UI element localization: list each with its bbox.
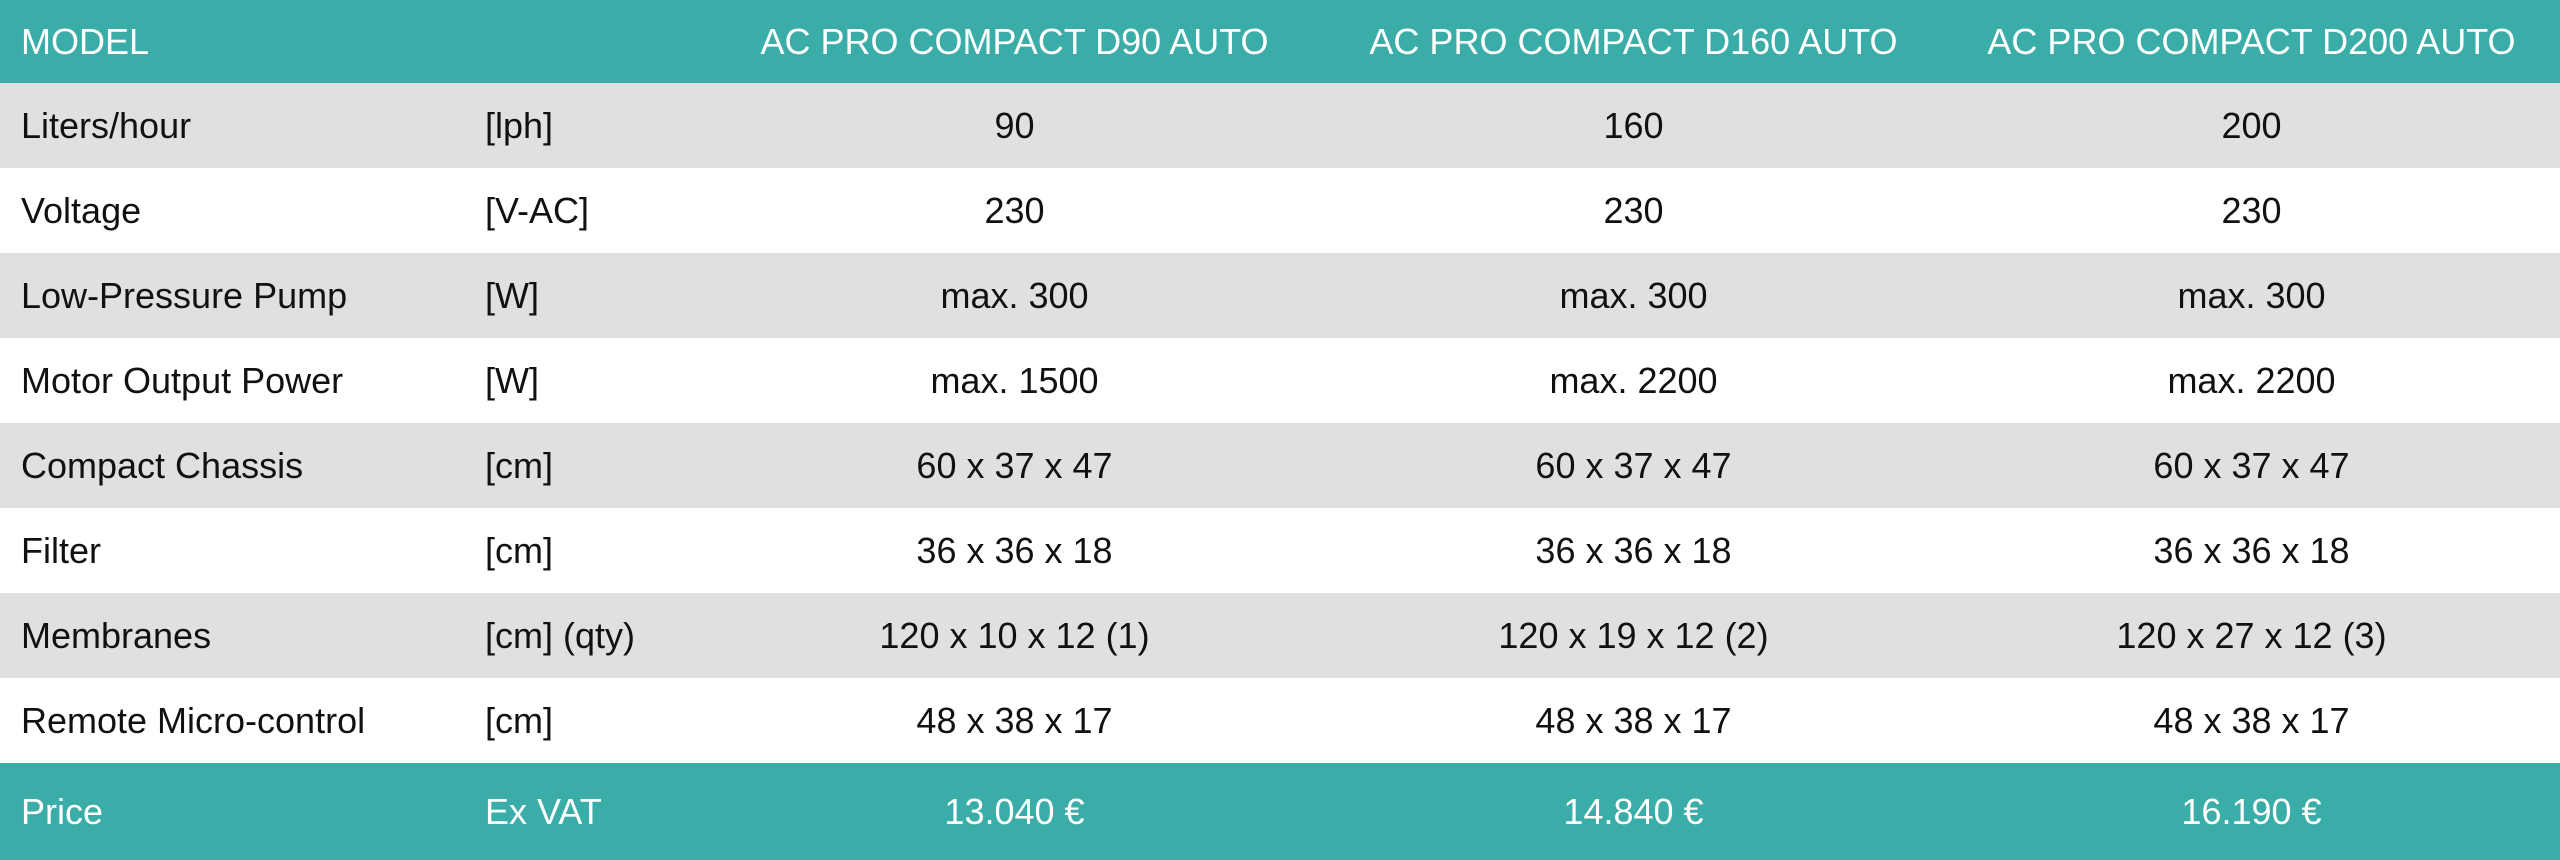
table-row: Low-Pressure Pump [W] max. 300 max. 300 max.…	[0, 253, 2560, 338]
table-cell: Membranes	[21, 614, 212, 656]
header-cell: AC PRO COMPACT D160 AUTO	[1369, 20, 1898, 62]
table-cell: 60 x 37 x 47	[916, 444, 1113, 486]
table-row: Filter [cm] 36 x 36 x 18 36 x 36 x 18 36 x 3…	[0, 508, 2560, 593]
table-cell: Remote Micro-control	[21, 699, 366, 741]
header-cell: MODEL	[21, 20, 150, 62]
header-cell: AC PRO COMPACT D200 AUTO	[1987, 20, 2516, 62]
table-cell: max. 300	[1559, 274, 1708, 316]
price-cell: Ex VAT	[485, 790, 602, 832]
table-cell: 48 x 38 x 17	[916, 699, 1113, 741]
table-cell: [W]	[485, 274, 539, 316]
table-cell: Voltage	[21, 189, 142, 231]
table-cell: [cm]	[485, 699, 553, 741]
price-cell: 16.190 €	[2181, 790, 2322, 832]
table-cell: max. 300	[940, 274, 1089, 316]
table-cell: 120 x 10 x 12 (1)	[879, 614, 1150, 656]
table-cell: 230	[1603, 189, 1664, 231]
table-cell: [cm]	[485, 529, 553, 571]
table-cell: [V-AC]	[485, 189, 590, 231]
table-cell: 230	[2221, 189, 2282, 231]
table-cell: [lph]	[485, 104, 554, 146]
table-cell: 48 x 38 x 17	[2153, 699, 2350, 741]
table-row: Remote Micro-control [cm] 48 x 38 x 17 48 x…	[0, 678, 2560, 763]
table-cell: 48 x 38 x 17	[1535, 699, 1732, 741]
table-row: Motor Output Power [W] max. 1500 max. 2200 m…	[0, 338, 2560, 423]
table-cell: 36 x 36 x 18	[2153, 529, 2350, 571]
table-cell: [W]	[485, 359, 539, 401]
table-cell: Compact Chassis	[21, 444, 304, 486]
table-cell: 60 x 37 x 47	[2153, 444, 2350, 486]
table-cell: 230	[984, 189, 1045, 231]
table-row: Compact Chassis [cm] 60 x 37 x 47 60 x 37 x…	[0, 423, 2560, 508]
table-row: Price Ex VAT 13.040 € 14.840 € 16.190 €	[0, 763, 2560, 860]
table-cell: [cm]	[485, 444, 553, 486]
table-cell: 36 x 36 x 18	[916, 529, 1113, 571]
table-cell: 60 x 37 x 47	[1535, 444, 1732, 486]
table-cell: max. 1500	[930, 359, 1099, 401]
table-cell: max. 300	[2177, 274, 2326, 316]
table-row: MODEL AC PRO COMPACT D90 AUTO AC PRO COMPA…	[0, 0, 2560, 83]
table-cell: max. 2200	[2167, 359, 2336, 401]
table-cell: Low-Pressure Pump	[21, 274, 348, 316]
price-cell: 14.840 €	[1563, 790, 1704, 832]
price-cell: 13.040 €	[944, 790, 1085, 832]
table-row: Membranes [cm] (qty) 120 x 10 x 12 (1) 120 …	[0, 593, 2560, 678]
table-cell: [cm] (qty)	[485, 614, 635, 656]
table-cell: 200	[2221, 104, 2282, 146]
table-row: Liters/hour [lph] 90 160 200	[0, 83, 2560, 168]
table-cell: 120 x 19 x 12 (2)	[1498, 614, 1769, 656]
table-cell: Filter	[21, 529, 101, 571]
table-cell: 120 x 27 x 12 (3)	[2116, 614, 2387, 656]
header-cell: AC PRO COMPACT D90 AUTO	[760, 20, 1269, 62]
table-cell: 160	[1603, 104, 1664, 146]
table-cell: Motor Output Power	[21, 359, 344, 401]
table-cell: Liters/hour	[21, 104, 192, 146]
table-cell: 36 x 36 x 18	[1535, 529, 1732, 571]
table-cell: max. 2200	[1549, 359, 1718, 401]
table-row: Voltage [V-AC] 230 230 230	[0, 168, 2560, 253]
price-cell: Price	[21, 790, 104, 832]
table-cell: 90	[994, 104, 1035, 146]
